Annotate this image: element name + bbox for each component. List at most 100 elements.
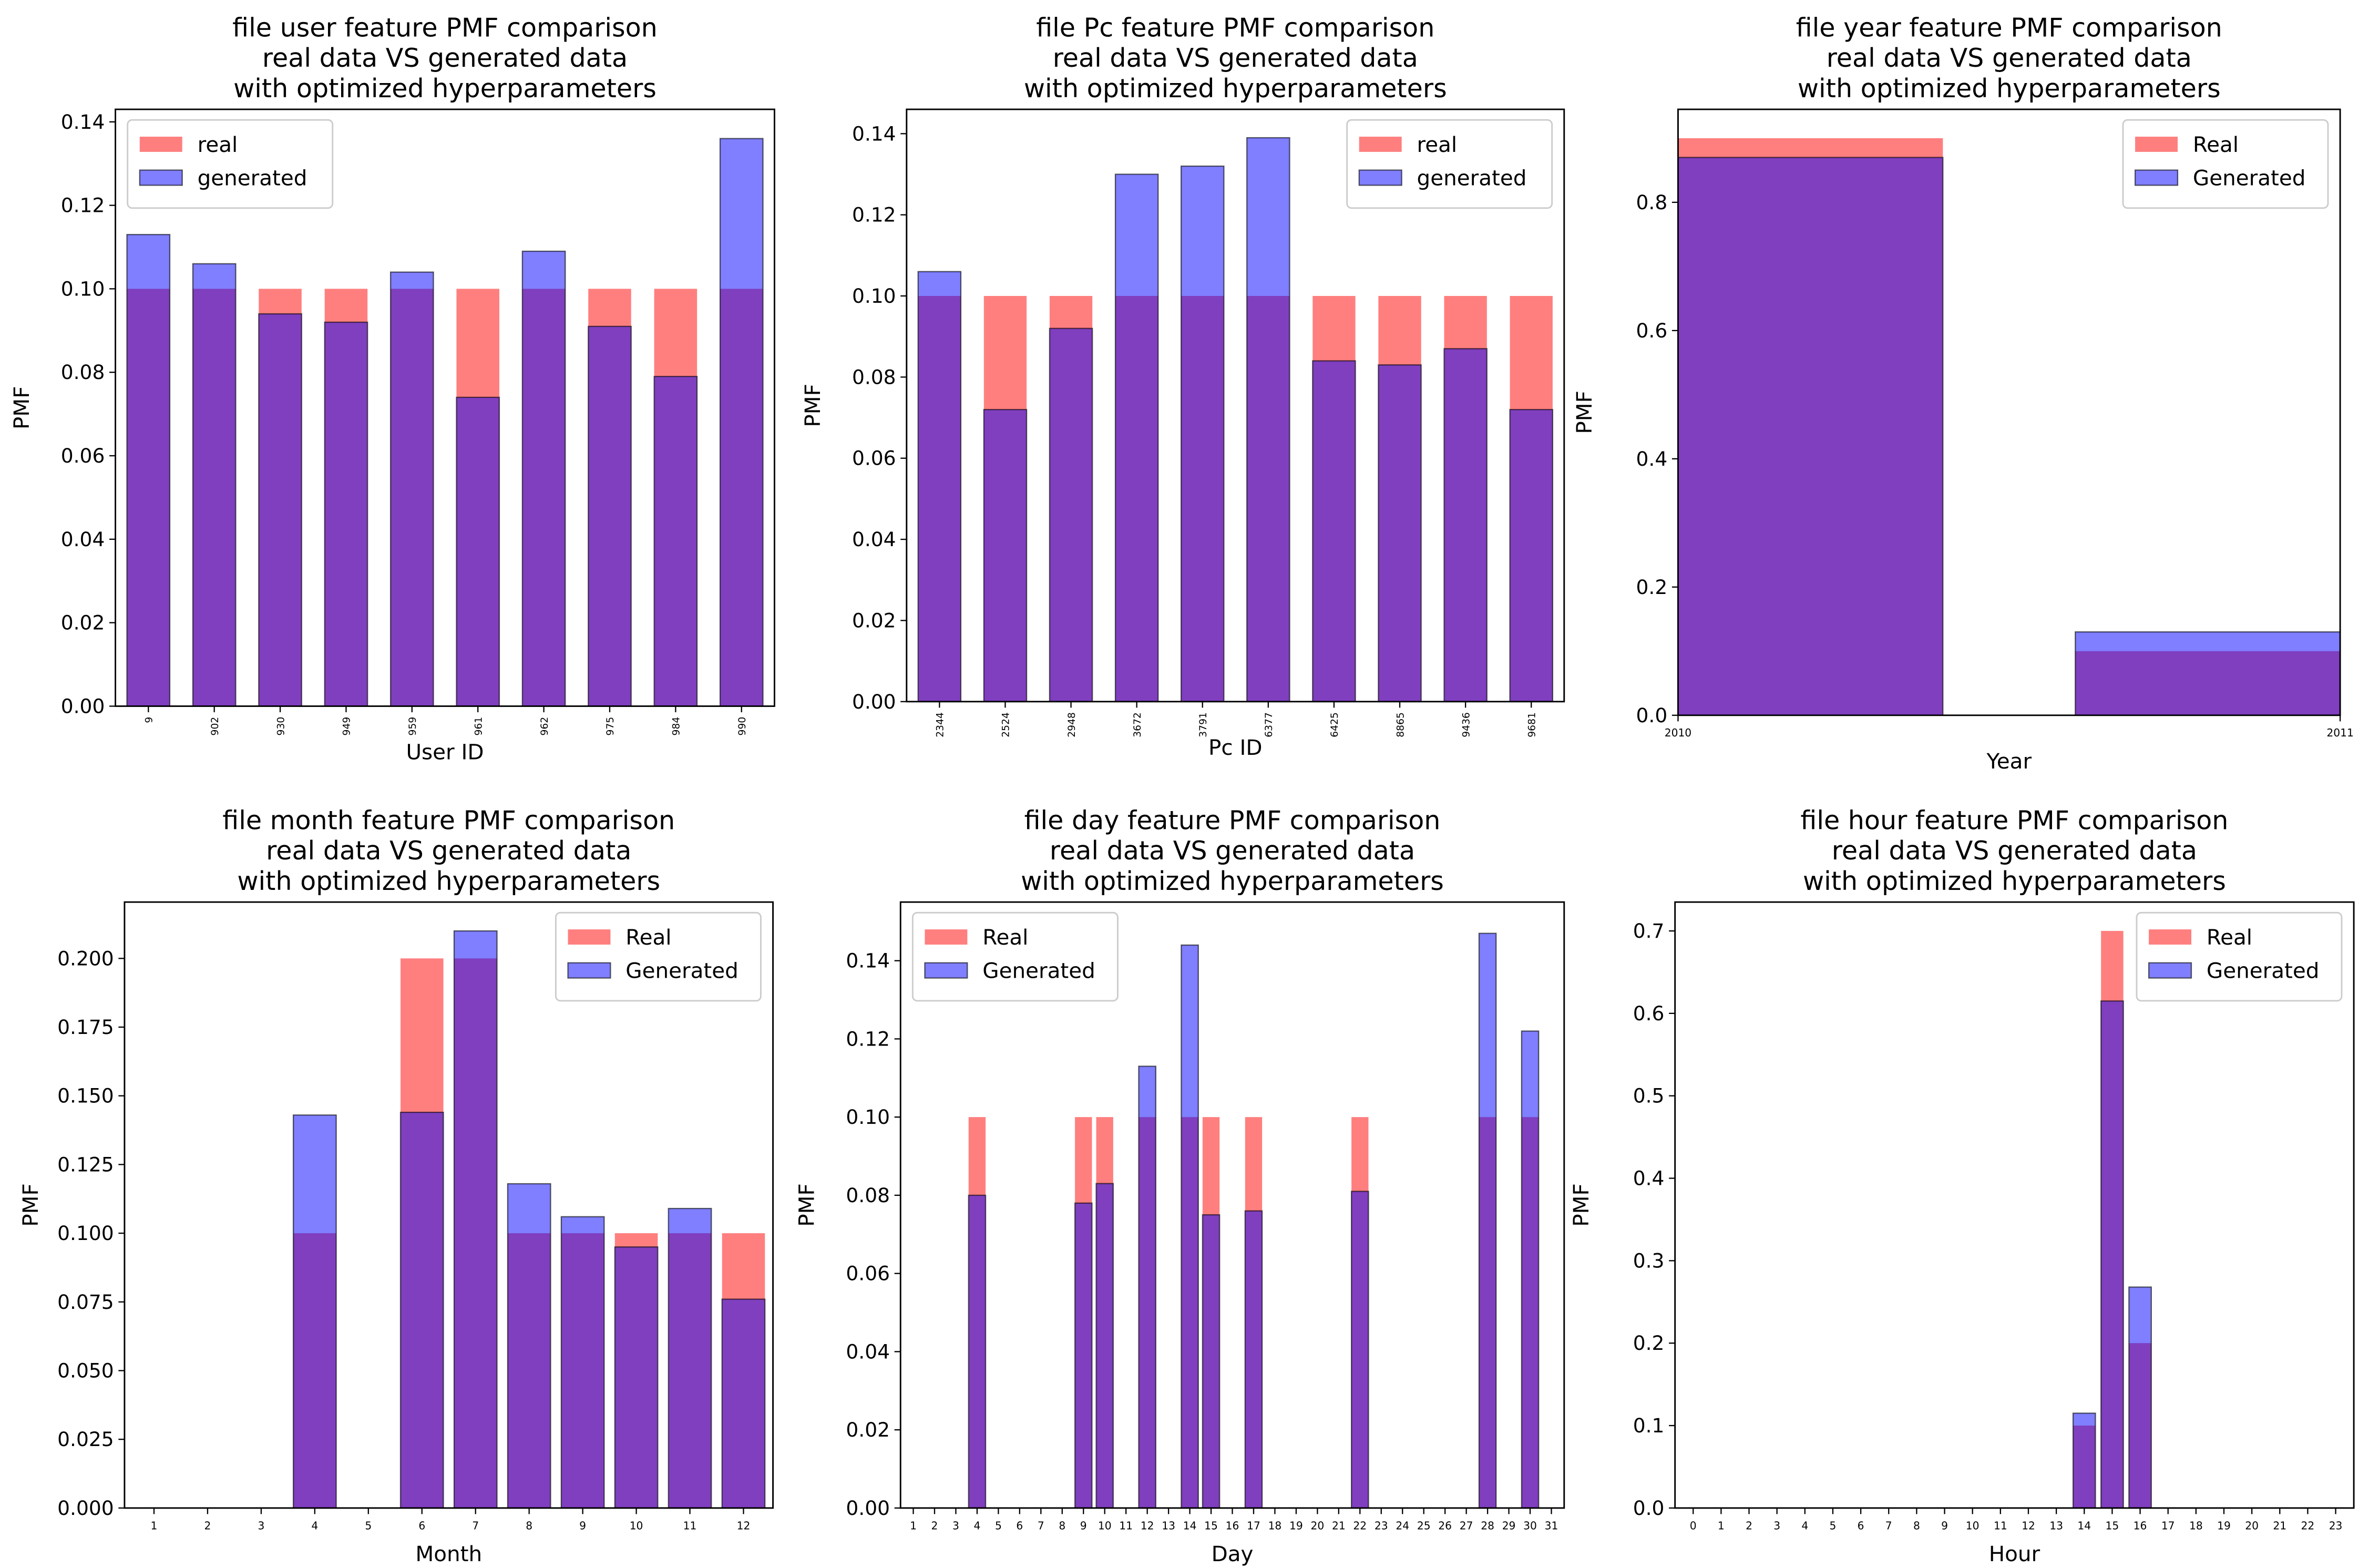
bar [2128,1286,2152,1509]
chart-title: file month feature PMF comparison [222,805,675,835]
x-tick-label: 1 [1718,1519,1725,1532]
y-tick-label: 0.02 [846,1418,890,1441]
chart-title: with optimized hyperparameters [1803,866,2226,896]
x-axis-label: Hour [1989,1541,2040,1566]
x-tick-label: 20 [2245,1519,2259,1532]
x-tick-label: 10 [1098,1519,1112,1532]
legend-swatch [2149,929,2191,945]
x-tick-label: 7 [1885,1519,1892,1532]
y-axis-label: PMF [1568,1183,1594,1227]
x-tick-label: 9 [143,717,155,723]
x-tick-label: 13 [1162,1519,1175,1532]
y-axis-label: PMF [800,384,825,427]
y-tick-label: 0.7 [1633,919,1665,942]
x-tick-label: 21 [2273,1519,2286,1532]
x-tick-label: 990 [737,717,748,736]
bar [968,1194,987,1509]
y-axis-label: PMF [1572,391,1597,434]
y-axis-label: PMF [9,386,34,429]
bar [453,930,498,1509]
x-tick-label: 12 [1141,1519,1154,1532]
y-axis-label: PMF [794,1183,819,1227]
bar [1378,364,1422,702]
x-tick-label: 9681 [1526,712,1537,737]
chart-title: with optimized hyperparameters [1798,73,2221,104]
legend-label: generated [1417,165,1527,190]
y-tick-label: 0.04 [846,1340,890,1363]
legend-swatch [139,169,183,186]
axes-frame [1677,108,2341,716]
x-tick-label: 6425 [1329,712,1340,737]
y-tick-label: 0.06 [852,447,896,470]
y-tick-label: 0.12 [852,203,896,227]
axes-frame [115,108,775,707]
x-tick-label: 961 [473,717,484,736]
x-tick-label: 28 [1481,1519,1494,1532]
y-tick-label: 0.04 [852,528,896,551]
bar [2075,631,2341,716]
chart-title: with optimized hyperparameters [1024,73,1447,104]
x-tick-label: 15 [1204,1519,1218,1532]
legend-swatch [1358,169,1402,186]
x-tick-label: 4 [1801,1519,1808,1532]
y-tick-label: 0.14 [61,110,105,134]
x-tick-label: 16 [1226,1519,1239,1532]
x-tick-label: 984 [671,717,682,736]
x-tick-label: 2 [931,1519,938,1532]
chart-title: file year feature PMF comparison [1796,12,2222,43]
legend-label: generated [198,165,307,190]
chart-title: real data VS generated data [1053,43,1418,73]
y-tick-label: 0.12 [846,1027,890,1050]
bar [1443,348,1488,702]
bar [1202,1214,1221,1509]
x-tick-label: 6 [1016,1519,1023,1532]
x-tick-label: 3 [258,1519,264,1532]
y-tick-label: 0.10 [846,1105,890,1129]
bar [2072,1412,2096,1509]
y-tick-label: 0.3 [1633,1249,1665,1272]
y-tick-label: 0.2 [1633,1331,1665,1355]
axes-frame [124,901,774,1509]
x-tick-label: 14 [1183,1519,1197,1532]
bar [668,1207,712,1509]
chart-title: with optimized hyperparameters [233,73,657,104]
y-tick-label: 0.14 [846,949,890,972]
y-tick-label: 0.000 [57,1497,114,1520]
y-tick-label: 0.125 [57,1153,114,1176]
legend-swatch [139,137,182,152]
bar [1049,327,1093,702]
chart-title: real data VS generated data [266,835,631,866]
legend-label: Real [625,925,671,950]
bar [521,250,566,707]
x-tick-label: 0 [1690,1519,1697,1532]
x-tick-label: 7 [1038,1519,1044,1532]
bar [1312,360,1356,702]
x-axis-label: Year [1986,749,2032,774]
chart-title: real data VS generated data [1827,43,2192,73]
y-tick-label: 0.14 [852,122,896,145]
x-tick-label: 975 [605,717,616,736]
y-tick-label: 0.075 [57,1290,114,1314]
y-tick-label: 0.0 [1633,1497,1665,1520]
bar [1677,157,1944,716]
x-axis-label: Day [1212,1541,1254,1566]
bar [324,321,368,707]
x-tick-label: 18 [1268,1519,1282,1532]
x-tick-label: 2011 [2326,726,2353,739]
x-tick-label: 8 [526,1519,532,1532]
legend-swatch [568,929,611,945]
bar [292,1114,337,1509]
x-tick-label: 6 [418,1519,425,1532]
bar [456,396,500,707]
bar [983,408,1028,702]
y-tick-label: 0.00 [852,690,896,713]
y-tick-label: 0.2 [1636,576,1668,599]
legend-swatch [2135,137,2178,152]
x-axis-label: Pc ID [1208,735,1263,760]
x-tick-label: 8 [1913,1519,1920,1532]
x-tick-label: 17 [1247,1519,1260,1532]
bar [399,1111,444,1509]
bar [1181,944,1199,1509]
